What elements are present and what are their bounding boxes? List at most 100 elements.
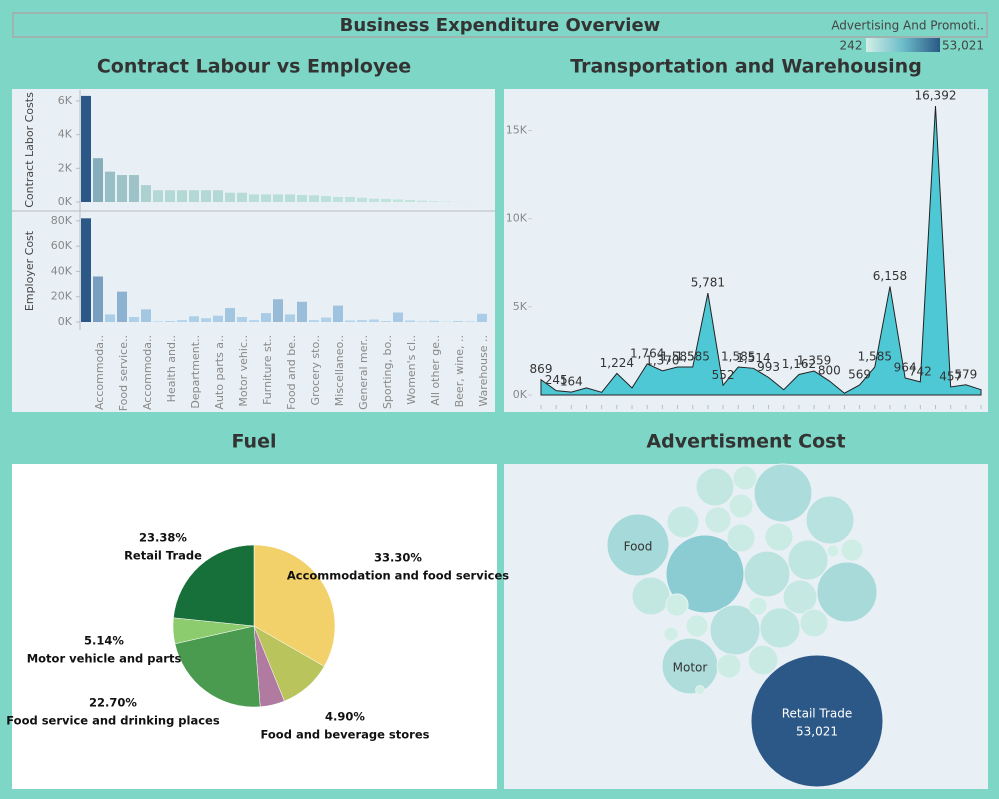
data-label: 164 (560, 375, 583, 389)
bar (285, 314, 295, 322)
y-axis-title: Employer Cost (23, 230, 36, 311)
x-tick-label: Auto parts a.. (213, 335, 226, 410)
bar (321, 317, 331, 322)
data-label: 993 (757, 360, 780, 374)
data-label: 33.30% (374, 551, 422, 565)
bar (345, 196, 355, 202)
panel (504, 89, 988, 412)
bar (357, 197, 367, 202)
data-label: 23.38% (139, 531, 187, 545)
slice-label: Food service and drinking places (6, 714, 220, 728)
chart-title: Advertisment Cost (646, 431, 845, 453)
data-label: 53,021 (796, 725, 838, 739)
panel (12, 89, 495, 412)
legend-max: 53,021 (942, 39, 984, 53)
bubble (631, 576, 671, 616)
bar (117, 291, 127, 322)
x-tick-label: Food service.. (117, 335, 130, 411)
bar (393, 199, 403, 202)
y-tick-label: 5K (513, 300, 528, 313)
bar (273, 299, 283, 322)
header-box (12, 12, 988, 38)
bar (333, 305, 343, 322)
bar (393, 312, 403, 322)
data-label: 1,764 (630, 346, 664, 360)
bar (249, 194, 259, 202)
bar (189, 190, 199, 202)
bubble (747, 644, 779, 676)
bar (201, 318, 211, 322)
bar (141, 309, 151, 322)
data-label: 16,392 (914, 89, 956, 103)
slice-label: Accommodation and food services (287, 569, 509, 583)
data-label: 1,585 (721, 350, 755, 364)
bubble (816, 561, 878, 623)
y-tick-label: 4K (58, 128, 73, 141)
bubble (743, 550, 791, 598)
bar (105, 314, 115, 322)
bar (477, 313, 487, 322)
bar (405, 320, 415, 322)
x-tick-label: Department.. (189, 335, 202, 409)
bar (177, 190, 187, 202)
bubble (695, 467, 735, 507)
data-label: 5,781 (691, 276, 725, 290)
bar (321, 196, 331, 202)
data-label: 1,514 (736, 351, 770, 365)
area (540, 105, 982, 396)
bar (357, 320, 367, 322)
bubble (753, 463, 813, 523)
legend-title: Advertising And Promoti.. (831, 19, 984, 33)
y-tick-label: 0K (58, 195, 73, 208)
x-tick-label: Motor vehic.. (237, 335, 250, 407)
bar (129, 175, 139, 202)
bar (429, 320, 439, 322)
x-tick-label: Furniture st.. (261, 335, 274, 405)
x-tick-label: Accommoda.. (93, 335, 106, 410)
bar (129, 316, 139, 322)
bar (93, 158, 103, 202)
data-label: 457 (939, 369, 962, 383)
bar (297, 301, 307, 322)
data-label: 5.14% (84, 634, 124, 648)
data-label: 1,370 (645, 353, 679, 367)
bar (381, 198, 391, 202)
data-label: 245 (545, 373, 568, 387)
data-label: 1,359 (797, 354, 831, 368)
bubble-label: Motor (673, 661, 708, 675)
bar (273, 194, 283, 202)
bubble (799, 608, 829, 638)
pie-slice (174, 625, 261, 708)
data-label: 1,162 (782, 357, 816, 371)
y-tick-label: 2K (58, 161, 73, 174)
x-tick-label: Women's cl.. (405, 335, 418, 405)
bar (345, 320, 355, 322)
bubble (695, 685, 705, 695)
bubble (665, 593, 689, 617)
bar (441, 201, 451, 202)
data-label: 1,585 (676, 350, 710, 364)
bubble (759, 607, 801, 649)
bar (189, 316, 199, 322)
y-tick-label: 20K (51, 290, 73, 303)
bar (105, 171, 115, 202)
bar (309, 320, 319, 322)
bar (237, 192, 247, 202)
slice-label: Food and beverage stores (261, 728, 430, 742)
x-tick-label: Sporting, bo.. (381, 335, 394, 409)
bar (405, 199, 415, 202)
bar (369, 319, 379, 322)
bar (381, 320, 391, 322)
legend-min: 242 (840, 39, 863, 53)
pie-slice (253, 544, 336, 667)
chart-title: Transportation and Warehousing (570, 56, 922, 78)
data-label: 569 (848, 367, 871, 381)
data-label: 4.90% (325, 710, 365, 724)
bubble (685, 614, 709, 638)
x-tick-label: Miscellaneo.. (333, 335, 346, 406)
bar (261, 194, 271, 202)
bubble (840, 538, 864, 562)
data-label: 800 (818, 363, 841, 377)
data-label: 1,224 (600, 356, 634, 370)
